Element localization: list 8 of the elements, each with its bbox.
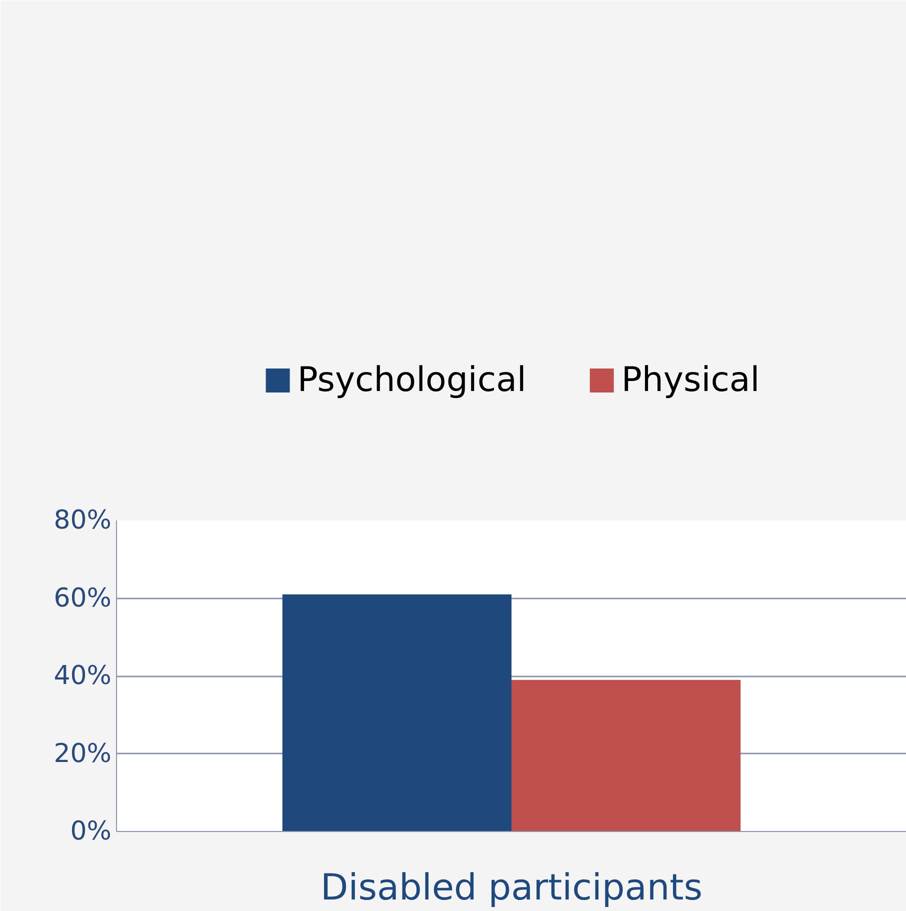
y-tick-label: 40% — [54, 661, 112, 691]
x-tick-label: Disabled participants — [320, 868, 703, 908]
y-tick-label: 20% — [54, 738, 112, 769]
y-tick-label: 80% — [54, 506, 112, 536]
legend-label: Psychological — [297, 360, 526, 400]
y-tick-label: 0% — [70, 816, 112, 846]
y-tick-label: 60% — [54, 583, 112, 614]
legend-label: Physical — [621, 360, 760, 400]
